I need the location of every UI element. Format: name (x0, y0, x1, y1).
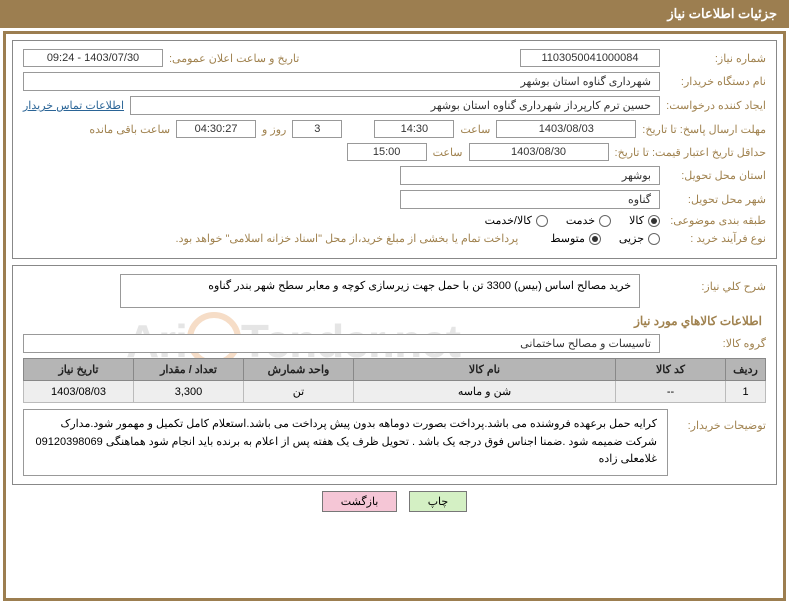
radio-partial[interactable]: جزیی (619, 232, 660, 245)
radio-goods[interactable]: کالا (629, 214, 660, 227)
days-remain-label: روز و (262, 123, 286, 136)
radio-goods-label: کالا (629, 214, 644, 227)
time-label-2: ساعت (433, 146, 463, 159)
process-label: نوع فرآیند خرید : (666, 232, 766, 245)
buyer-desc-label: توضیحات خریدار: (676, 419, 766, 476)
back-button[interactable]: بازگشت (322, 491, 398, 512)
td-code: -- (616, 381, 726, 403)
radio-icon (599, 215, 611, 227)
buyer-org-label: نام دستگاه خریدار: (666, 75, 766, 88)
requester-field: حسین ترم کارپرداز شهرداری گناوه استان بو… (130, 96, 660, 115)
radio-partial-label: جزیی (619, 232, 644, 245)
validity-label: حداقل تاریخ اعتبار قیمت: تا تاریخ: (615, 146, 766, 159)
radio-both[interactable]: کالا/خدمت (485, 214, 548, 227)
buyer-desc-box: کرایه حمل برعهده فروشنده می باشد.پرداخت … (23, 409, 668, 476)
req-no-label: شماره نیاز: (666, 52, 766, 65)
radio-icon (536, 215, 548, 227)
page-header: جزئیات اطلاعات نیاز (0, 0, 789, 28)
table-header-row: ردیف کد کالا نام کالا واحد شمارش تعداد /… (24, 359, 766, 381)
province-field: بوشهر (400, 166, 660, 185)
deadline-label: مهلت ارسال پاسخ: تا تاریخ: (642, 123, 766, 136)
radio-service[interactable]: خدمت (566, 214, 611, 227)
radio-medium-label: متوسط (550, 232, 585, 245)
th-date: تاریخ نیاز (24, 359, 134, 381)
td-name: شن و ماسه (354, 381, 616, 403)
overall-label: شرح کلي نياز: (666, 280, 766, 293)
radio-medium[interactable]: متوسط (550, 232, 601, 245)
deadline-date-field: 1403/08/03 (496, 120, 636, 138)
radio-icon (648, 215, 660, 227)
process-radio-group: جزیی متوسط (550, 232, 660, 245)
th-qty: تعداد / مقدار (134, 359, 244, 381)
td-date: 1403/08/03 (24, 381, 134, 403)
category-radio-group: کالا خدمت کالا/خدمت (485, 214, 660, 227)
main-frame: AriTender.net شماره نیاز: 11030500410000… (3, 31, 786, 601)
td-unit: تن (244, 381, 354, 403)
req-no-field: 1103050041000084 (520, 49, 660, 67)
city-field: گناوه (400, 190, 660, 209)
deadline-time-field: 14:30 (374, 120, 454, 138)
radio-icon (589, 233, 601, 245)
th-unit: واحد شمارش (244, 359, 354, 381)
time-label-1: ساعت (460, 123, 490, 136)
print-button[interactable]: چاپ (409, 491, 468, 512)
payment-note: پرداخت تمام یا بخشی از مبلغ خرید،از محل … (176, 232, 519, 245)
desc-section: شرح کلي نياز: خرید مصالح اساس (بیس) 3300… (12, 265, 777, 485)
requester-label: ایجاد کننده درخواست: (666, 99, 766, 112)
city-label: شهر محل تحویل: (666, 193, 766, 206)
radio-both-label: کالا/خدمت (485, 214, 532, 227)
category-label: طبقه بندی موضوعی: (666, 214, 766, 227)
goods-table: ردیف کد کالا نام کالا واحد شمارش تعداد /… (23, 358, 766, 403)
group-label: گروه کالا: (666, 337, 766, 350)
province-label: استان محل تحویل: (666, 169, 766, 182)
contact-link[interactable]: اطلاعات تماس خریدار (23, 99, 124, 112)
radio-icon (648, 233, 660, 245)
radio-service-label: خدمت (566, 214, 595, 227)
table-row: 1 -- شن و ماسه تن 3,300 1403/08/03 (24, 381, 766, 403)
announce-label: تاریخ و ساعت اعلان عمومی: (169, 52, 299, 65)
overall-textarea: خرید مصالح اساس (بیس) 3300 تن با حمل جهت… (120, 274, 640, 308)
goods-info-title: اطلاعات کالاهاي مورد نياز (27, 314, 762, 328)
button-row: چاپ بازگشت (12, 491, 777, 512)
time-remain-field: 04:30:27 (176, 120, 256, 138)
validity-time-field: 15:00 (347, 143, 427, 161)
buyer-org-field: شهرداری گناوه استان بوشهر (23, 72, 660, 91)
info-section: شماره نیاز: 1103050041000084 تاریخ و ساع… (12, 40, 777, 259)
th-row: ردیف (726, 359, 766, 381)
th-name: نام کالا (354, 359, 616, 381)
td-qty: 3,300 (134, 381, 244, 403)
th-code: کد کالا (616, 359, 726, 381)
days-remain-field: 3 (292, 120, 342, 138)
group-field: تاسیسات و مصالح ساختمانی (23, 334, 660, 353)
td-row: 1 (726, 381, 766, 403)
time-remain-label: ساعت باقی مانده (89, 123, 170, 136)
validity-date-field: 1403/08/30 (469, 143, 609, 161)
page-title: جزئیات اطلاعات نیاز (667, 6, 777, 21)
announce-field: 1403/07/30 - 09:24 (23, 49, 163, 67)
